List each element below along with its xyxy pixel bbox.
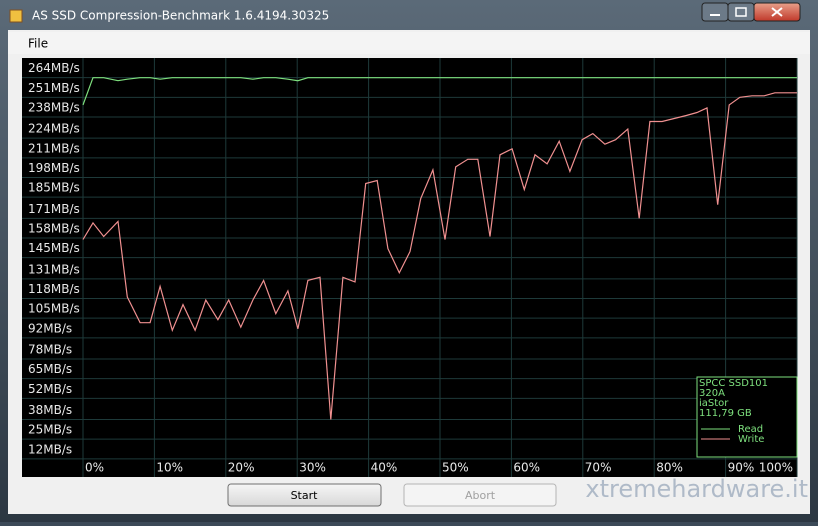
menu-bar (8, 32, 810, 54)
y-tick-label: 52MB/s (28, 382, 72, 396)
start-button[interactable] (227, 483, 382, 507)
watermark: xtremehardware.it (585, 475, 808, 503)
x-tick-label: 30% (299, 461, 326, 475)
y-tick-label: 251MB/s (28, 81, 80, 95)
y-tick-label: 211MB/s (28, 141, 80, 155)
x-tick-label: 0% (85, 461, 104, 475)
drive-info: SPCC SSD101 (699, 378, 768, 389)
minimize-button[interactable] (701, 2, 729, 22)
x-tick-label: 60% (513, 461, 540, 475)
x-tick-label: 50% (442, 461, 469, 475)
drive-info: 111,79 GB (699, 408, 752, 419)
y-tick-label: 238MB/s (28, 100, 80, 114)
abort-button[interactable] (403, 483, 557, 507)
y-tick-label: 65MB/s (28, 362, 72, 376)
button-label: Abort (465, 489, 496, 502)
series-line (82, 92, 797, 420)
maximize-button[interactable] (727, 2, 755, 22)
y-tick-label: 145MB/s (28, 241, 80, 255)
maximize-glyph (735, 7, 747, 17)
x-tick-label: 70% (585, 461, 612, 475)
legend-label: Read (738, 424, 763, 435)
x-tick-label: 20% (228, 461, 255, 475)
app-icon (9, 9, 23, 23)
x-tick-label: 90% (728, 461, 755, 475)
window-title: AS SSD Compression-Benchmark 1.6.4194.30… (32, 9, 329, 23)
x-tick-label: 100% (759, 461, 793, 475)
close-glyph (771, 7, 783, 17)
y-tick-label: 224MB/s (28, 122, 80, 136)
y-tick-label: 118MB/s (28, 282, 80, 296)
y-tick-label: 198MB/s (28, 161, 80, 175)
x-tick-label: 80% (656, 461, 683, 475)
drive-info: iaStor (699, 398, 729, 409)
y-tick-label: 131MB/s (28, 262, 80, 276)
y-tick-label: 38MB/s (28, 403, 72, 417)
y-tick-label: 12MB/s (28, 442, 72, 456)
x-tick-label: 40% (371, 461, 398, 475)
y-tick-label: 264MB/s (28, 61, 80, 75)
plot-area (22, 58, 797, 477)
y-tick-label: 158MB/s (28, 222, 80, 236)
y-tick-label: 105MB/s (28, 302, 80, 316)
x-tick-label: 10% (156, 461, 183, 475)
legend-label: Write (738, 434, 764, 445)
legend-box (696, 376, 798, 458)
y-tick-label: 92MB/s (28, 321, 72, 335)
series-line (82, 77, 797, 106)
y-tick-label: 171MB/s (28, 202, 80, 216)
menu-item[interactable]: File (28, 37, 48, 51)
drive-info: 320A (699, 388, 725, 399)
y-tick-label: 25MB/s (28, 423, 72, 437)
button-label: Start (291, 489, 319, 502)
y-tick-label: 185MB/s (28, 181, 80, 195)
y-tick-label: 78MB/s (28, 343, 72, 357)
